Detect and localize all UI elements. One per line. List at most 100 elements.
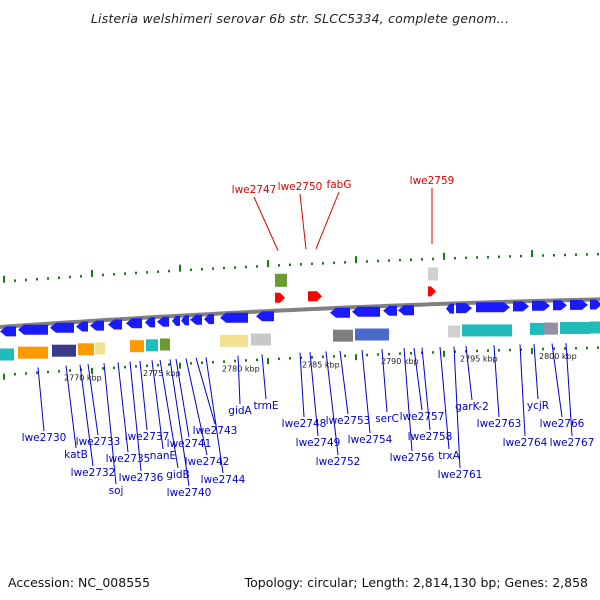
gene-label: gidB [166,469,189,481]
gene-arrow [456,303,472,314]
feature-box [560,322,590,334]
gene-label: lwe2752 [316,456,361,468]
highlighted-gene-label: lwe2750 [278,181,323,193]
backbone-line [0,297,600,330]
scale-label: 2770 kbp [64,374,102,383]
gene-label: lwe2764 [503,437,548,449]
gene-leader-line [87,364,99,436]
gene-leader-line [169,359,190,487]
gene-leader-line [465,346,473,401]
gene-label: ycjR [527,400,549,412]
gene-label: lwe2758 [408,431,453,443]
gene-leader-line [37,367,45,432]
gene-arrow [330,307,350,318]
highlighted-gene-label: fabG [327,179,352,191]
gene-arrow [446,303,454,314]
gene-leader-line [413,347,423,411]
gene-arrow [476,302,510,313]
gene-arrow [157,316,169,327]
gene-label: lwe2743 [193,425,238,437]
feature-box [160,338,170,351]
gene-label: lwe2742 [185,456,230,468]
gene-arrow [172,315,180,326]
gene-leader-line [185,358,208,456]
feature-box [333,329,353,342]
gene-arrow [590,299,600,310]
gene-label: trxA [438,450,460,462]
feature-box [220,334,248,347]
gene-leader-line [309,352,319,437]
gene-label: lwe2757 [400,411,445,423]
gene-arrow [0,326,16,337]
feature-box [18,346,48,359]
gene-label: lwe2737 [125,431,170,443]
gene-leader-line [159,359,179,469]
gene-arrow [220,312,248,323]
gene-arrow [383,305,397,316]
gene-leader-line [439,346,450,450]
gene-leader-line [299,352,305,418]
gene-arrow [50,322,74,333]
gene-label: lwe2763 [477,418,522,430]
gene-label: lwe2733 [76,436,121,448]
gene-label: gidA [228,405,252,417]
gene-label: soj [109,485,124,497]
gene-arrow [532,300,550,311]
gene-leader-line [361,349,371,434]
feature-box [251,333,271,346]
gene-label: lwe2749 [296,437,341,449]
gene-arrow [108,319,122,330]
gene-label: lwe2766 [540,418,585,430]
highlighted-leader-line [315,191,340,250]
highlighted-leader-line [299,193,307,250]
gene-leader-line [403,348,413,452]
genome-backbone [0,297,600,330]
gene-leader-line [139,360,148,431]
highlighted-gene-arrow [308,291,322,302]
feature-box [544,322,558,335]
gene-leader-line [565,343,573,437]
gene-arrow [145,317,155,328]
feature-box [448,325,460,338]
gene-leader-line [381,349,388,413]
gene-arrow [256,311,274,322]
highlighted-leader-line [253,196,279,251]
gene-label: lwe2767 [550,437,595,449]
gene-arrow [90,320,104,331]
gene-label: katB [64,449,88,461]
gene-label: lwe2756 [390,452,435,464]
gene-label: garK-2 [455,401,489,413]
gene-arrow [513,301,529,312]
feature-box [78,343,94,356]
gene-label: lwe2730 [22,432,67,444]
gene-leader-line [151,360,164,450]
gene-leader-line [195,357,216,425]
gene-leader-line [65,365,77,449]
gene-label: trmE [253,400,278,412]
gene-leader-line [129,361,142,472]
gene-leader-line [453,346,461,469]
gene-label: lwe2754 [348,434,393,446]
feature-box [590,321,600,334]
feature-box [0,348,14,361]
gene-labels: lwe2730 katB lwe2732 lwe2733 soj lwe2735 lwe27… [22,343,595,499]
feature-box [130,340,144,353]
gene-arrow [181,315,189,326]
highlighted-gene-label: lwe2759 [410,175,455,187]
accession-text: Accession: NC_008555 [8,575,151,590]
gene-arrow [204,314,214,325]
gene-leader-line [421,347,431,431]
gene-leader-line [533,343,539,400]
position-ticks [3,250,599,380]
highlighted-gene-arrow [275,292,285,303]
scale-label: 2800 kbp [539,352,577,361]
gene-arrow [18,324,48,335]
gene-label: nanE [150,450,176,462]
gene-leader-line [79,364,94,467]
feature-box [52,344,76,357]
gene-leader-line [493,345,500,418]
gene-label: lwe2744 [201,474,246,486]
gene-leader-line [117,362,129,453]
gene-arrow [553,300,567,311]
